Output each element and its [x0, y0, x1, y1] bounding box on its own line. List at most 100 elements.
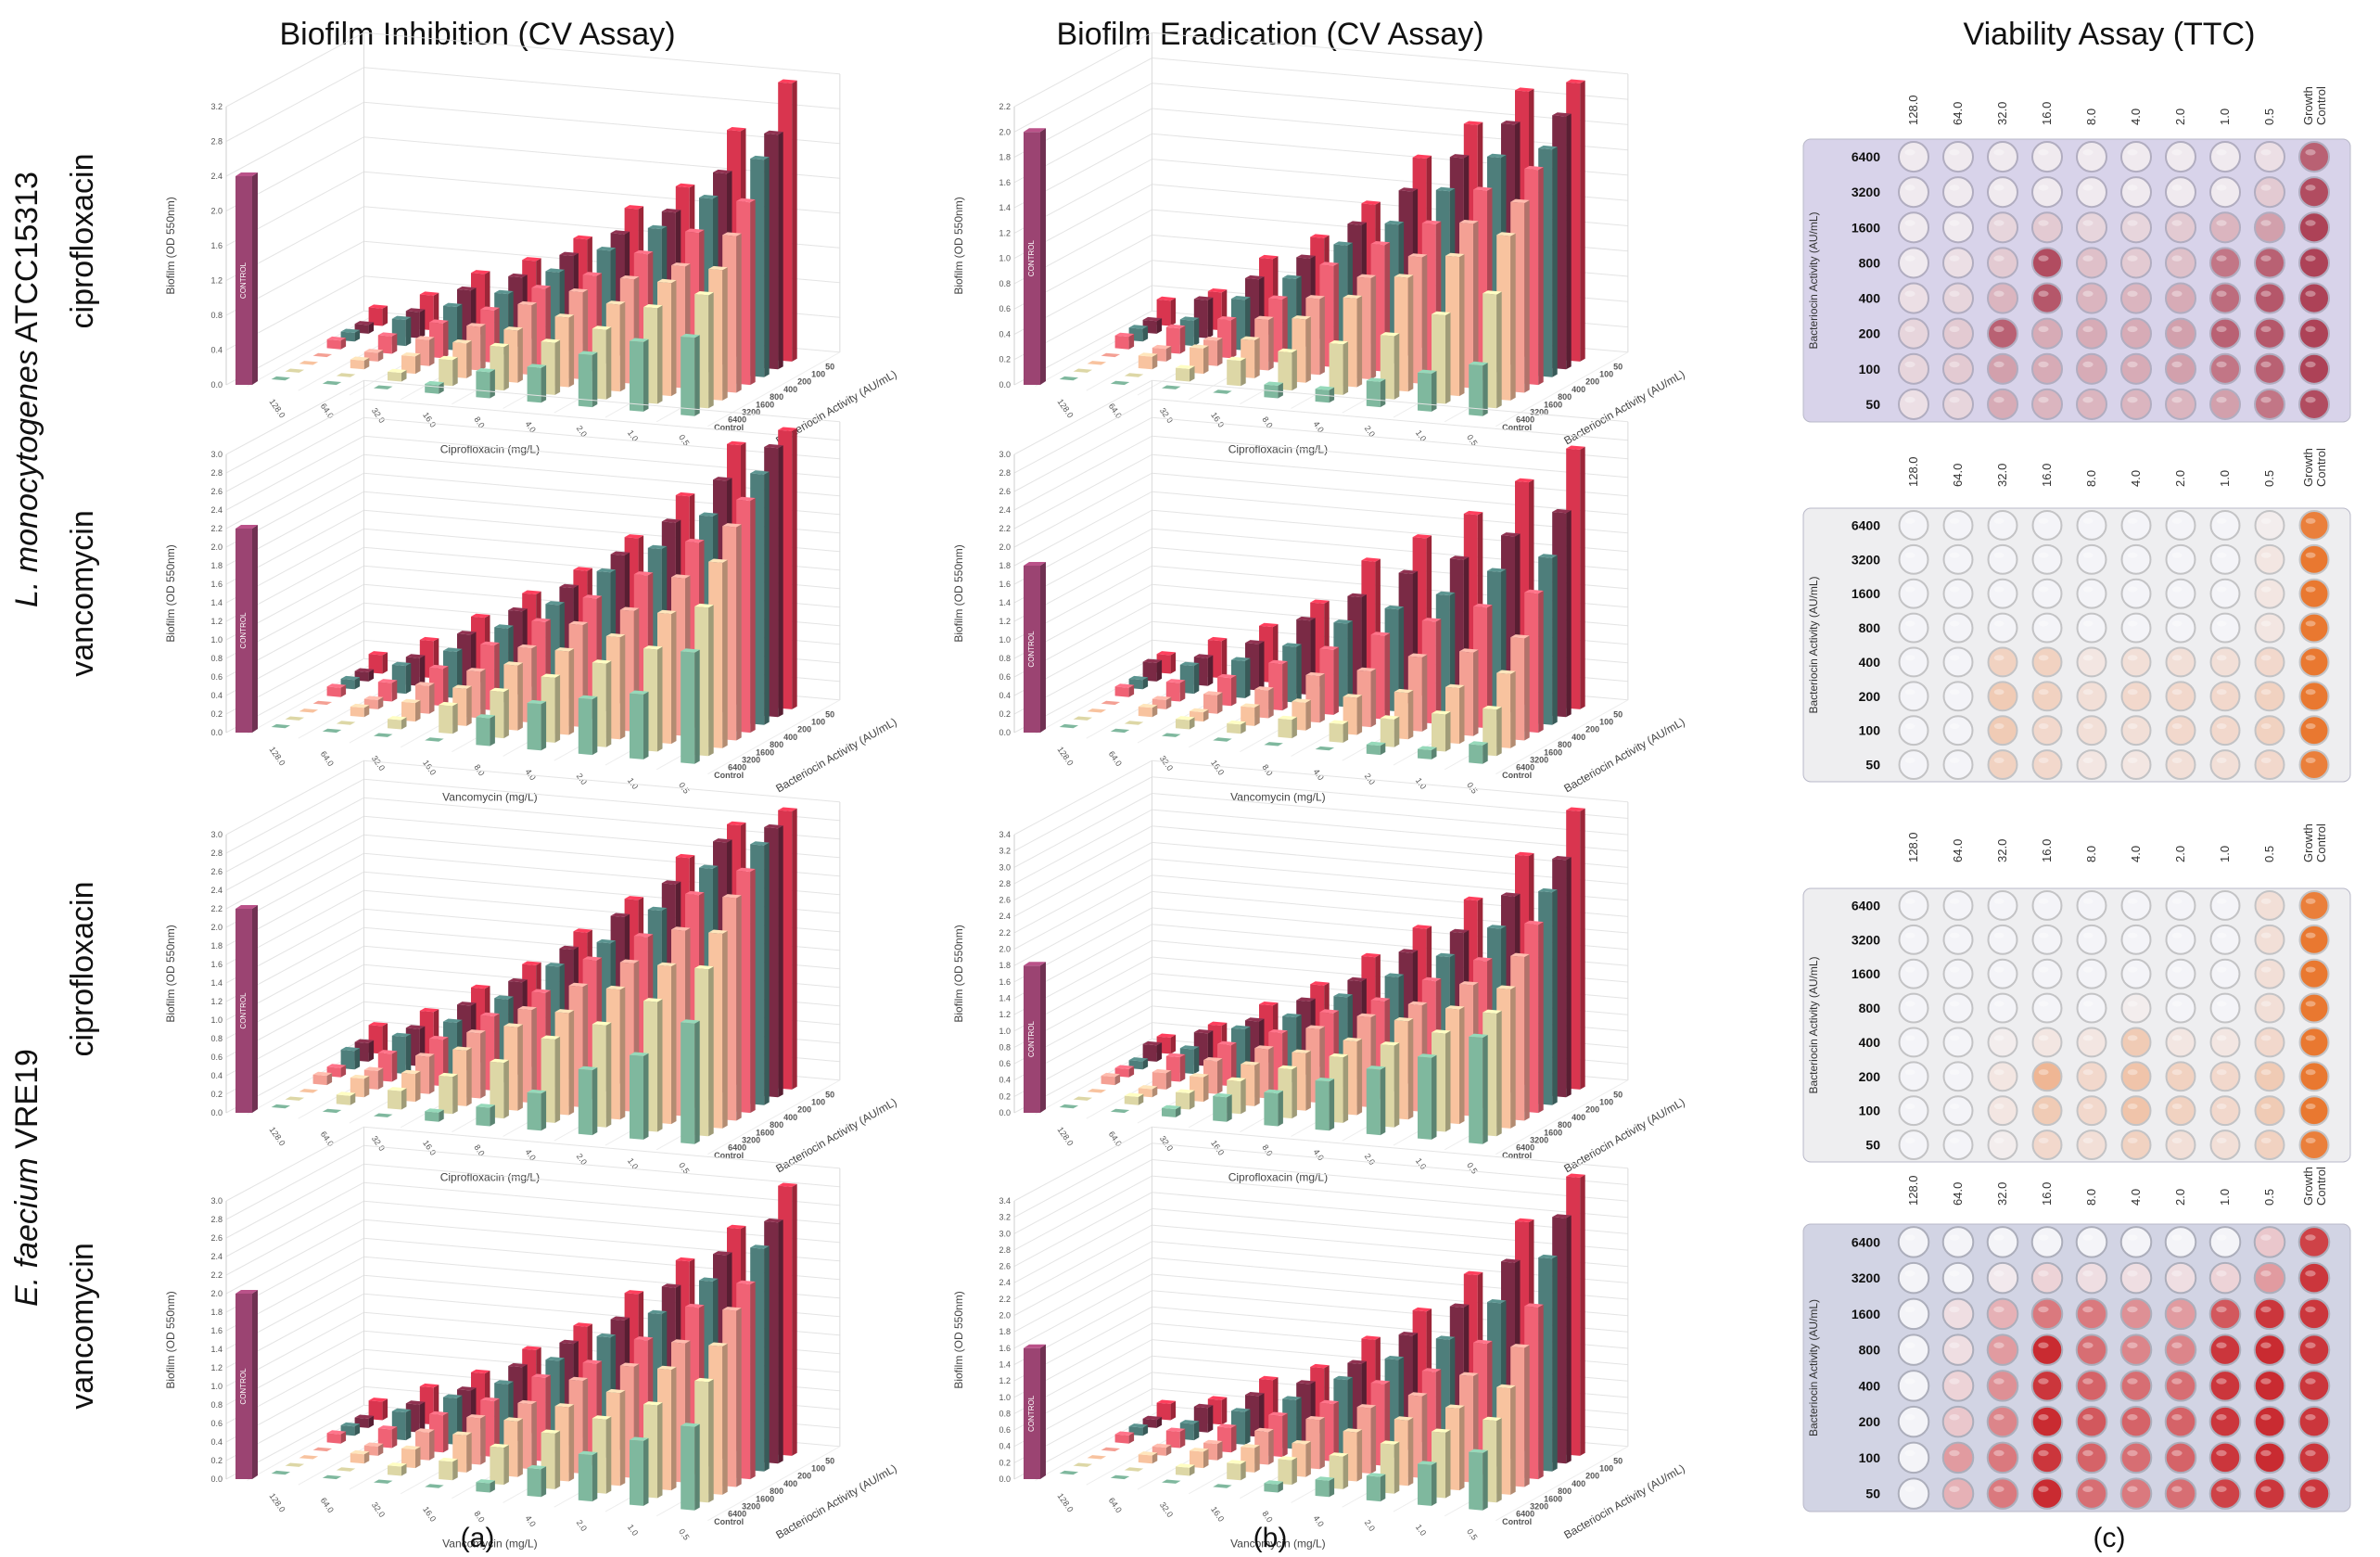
- plate-well: [2119, 141, 2153, 173]
- plate-well: [2120, 543, 2152, 575]
- well-fill: [2297, 1441, 2331, 1474]
- well-fill: [2119, 1477, 2153, 1510]
- bar-side-face: [1217, 692, 1223, 714]
- z-tick-label: 50: [825, 1090, 834, 1099]
- well-highlight: [2171, 1449, 2183, 1457]
- bar-top-face: [1356, 1013, 1377, 1017]
- well-fill: [2075, 1226, 2108, 1258]
- well-fill: [2030, 141, 2064, 173]
- well-highlight: [2305, 1103, 2316, 1110]
- bar-top-face: [1501, 121, 1521, 125]
- plate-well: [1942, 578, 1974, 609]
- y-tick-label: 1.2: [210, 276, 223, 286]
- bar: [1366, 1066, 1386, 1136]
- y-tick-label: 1.6: [210, 960, 223, 969]
- y-tick-label: 1.6: [210, 1326, 223, 1335]
- bar-top-face: [1501, 892, 1521, 897]
- plate-well: [2031, 1027, 2063, 1058]
- plate-well: [1897, 141, 1930, 173]
- y-tick-label: 2.4: [210, 172, 223, 181]
- bar-top-face: [443, 647, 463, 652]
- plate-well: [2298, 889, 2330, 921]
- well-fill: [2031, 992, 2063, 1024]
- bar-top-face: [573, 1322, 592, 1327]
- plate-well: [1898, 749, 1929, 781]
- bar-side-face: [1496, 291, 1502, 409]
- bar-top-face: [559, 1339, 579, 1345]
- x-axis-label: Ciprofloxacin (mg/L): [1228, 443, 1328, 456]
- y-tick-label: 3.2: [210, 102, 223, 111]
- well-highlight: [2171, 361, 2183, 368]
- grid-line: [707, 1079, 841, 1155]
- plate-well: [2208, 317, 2242, 350]
- bar-side-face: [1282, 1412, 1288, 1458]
- bar: [401, 352, 421, 375]
- well-highlight: [2216, 1001, 2227, 1007]
- well-fill: [2254, 646, 2285, 678]
- bar: [388, 716, 407, 730]
- well-highlight: [2216, 1069, 2227, 1076]
- bar-side-face: [1142, 325, 1149, 342]
- bar-side-face: [708, 292, 714, 409]
- bar-top-face: [508, 1362, 528, 1368]
- well-fill: [2298, 1061, 2330, 1092]
- bar-top-face: [573, 928, 592, 933]
- bar-side-face: [466, 340, 472, 378]
- z-tick-label: 400: [783, 733, 797, 742]
- bar: [1264, 742, 1283, 747]
- bar-top-face: [647, 1309, 668, 1315]
- y-axis-label: Biofilm (OD 550nm): [952, 925, 965, 1022]
- bar-top-face: [340, 1422, 361, 1427]
- bar-top-face: [681, 648, 700, 653]
- bar-front-face: [388, 1465, 401, 1476]
- bar-front-face: [1469, 744, 1483, 764]
- plate-well: [2253, 352, 2286, 385]
- well-fill: [2209, 715, 2241, 747]
- well-highlight: [2127, 1001, 2138, 1007]
- bar-top-face: [1203, 691, 1223, 696]
- bar: [1469, 1033, 1488, 1144]
- bar-side-face: [1329, 1078, 1335, 1131]
- plate-well: [2120, 509, 2152, 541]
- bar: [326, 1430, 347, 1444]
- well-fill: [1942, 924, 1974, 955]
- plate-well: [2075, 176, 2108, 209]
- well-fill: [2031, 715, 2063, 747]
- bar-side-face: [1170, 652, 1177, 674]
- bar-top-face: [685, 228, 705, 233]
- bar-front-face: [350, 359, 364, 370]
- bar-side-face: [1231, 1424, 1237, 1453]
- bar-top-face: [736, 198, 756, 203]
- bar-top-face: [476, 714, 495, 719]
- z-tick-label: 400: [783, 385, 797, 394]
- z-axis-label: Bacteriocin Activity (AU/mL): [1561, 1461, 1686, 1541]
- plate-column-label: Growth: [2301, 1167, 2315, 1206]
- bar-front-face: [476, 1482, 490, 1493]
- bar-top-face: [1515, 851, 1534, 856]
- well-highlight: [1993, 932, 2005, 938]
- z-tick-label: 400: [783, 1479, 797, 1488]
- plate-well: [1986, 1477, 2019, 1510]
- bar-side-face: [1190, 1090, 1195, 1110]
- well-fill: [2120, 992, 2152, 1024]
- plate-well: [2165, 889, 2196, 921]
- plate-well: [2164, 247, 2197, 279]
- well-highlight: [2038, 655, 2049, 661]
- bar-side-face: [419, 309, 426, 338]
- bar-top-face: [1193, 296, 1214, 300]
- bar-top-face: [1398, 187, 1419, 192]
- bar-top-face: [391, 1032, 412, 1038]
- bar-top-face: [531, 285, 551, 289]
- bar-top-face: [1138, 1085, 1158, 1090]
- bar-side-face: [350, 1092, 356, 1105]
- z-tick-label: 50: [1613, 1456, 1623, 1465]
- well-highlight: [2305, 722, 2316, 730]
- well-highlight: [2082, 361, 2094, 368]
- well-fill: [2165, 749, 2196, 781]
- well-fill: [2119, 1334, 2153, 1366]
- well-highlight: [1949, 1234, 1960, 1241]
- bar-top-face: [568, 1376, 589, 1382]
- bar-side-face: [1227, 1094, 1232, 1122]
- well-highlight: [1949, 517, 1960, 524]
- well-fill: [2075, 1405, 2108, 1438]
